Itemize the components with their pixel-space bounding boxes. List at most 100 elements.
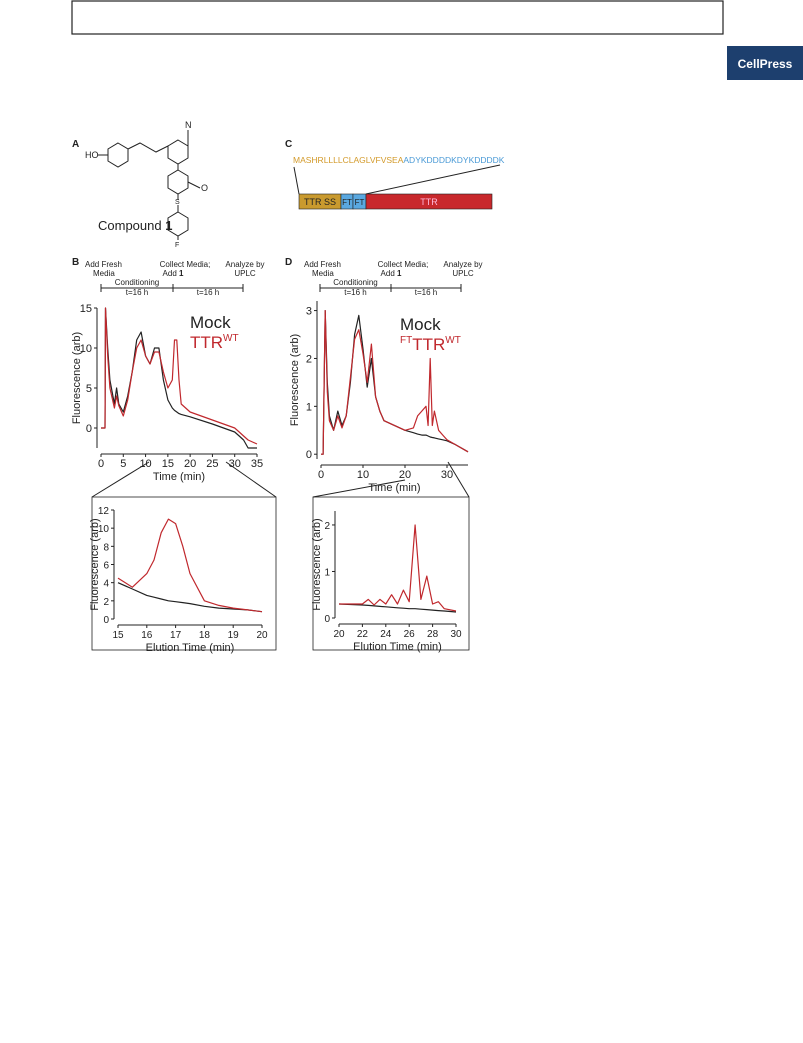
- y-tick-label: 10: [98, 524, 110, 535]
- x-tick-label: 30: [450, 629, 462, 640]
- x-tick-label: 25: [206, 458, 218, 470]
- sequence: MASHRLLLLCLAGLVFVSEAADYKDDDDKDYKDDDDK: [293, 155, 505, 165]
- y-tick-label: 0: [103, 615, 109, 626]
- x-tick-label: 20: [256, 630, 268, 641]
- panel-letter: C: [285, 139, 292, 150]
- inset-box: [91, 496, 277, 651]
- y-tick-label: 0: [324, 614, 330, 625]
- legend-name: Mock: [190, 313, 231, 332]
- x-tick-label: 30: [441, 469, 453, 481]
- series-line: [117, 582, 263, 613]
- atom: N: [185, 120, 192, 130]
- x-tick-label: 35: [251, 458, 263, 470]
- x-tick-label: 19: [228, 630, 240, 641]
- atom: F: [175, 242, 179, 249]
- timeline-text: Add Fresh: [304, 260, 341, 269]
- x-tick-label: 15: [112, 630, 124, 641]
- timeline-text: Analyze by: [225, 260, 264, 269]
- y-tick-label: 10: [80, 343, 92, 355]
- inset-box: [312, 496, 470, 651]
- y-tick-label: 1: [306, 401, 312, 413]
- x-axis-label: Time (min): [368, 482, 420, 494]
- x-tick-label: 0: [318, 469, 324, 481]
- zoom-line: [447, 461, 470, 498]
- x-tick-label: 20: [399, 469, 411, 481]
- connector: [293, 166, 300, 195]
- logo: CellPress: [738, 57, 793, 71]
- legend-name: Mock: [400, 315, 441, 334]
- x-tick-label: 26: [404, 629, 416, 640]
- panel-letter: B: [72, 257, 79, 268]
- y-tick-label: 2: [306, 353, 312, 365]
- timeline-text: UPLC: [234, 269, 256, 278]
- x-axis-label: Elution Time (min): [146, 642, 235, 654]
- segment-label: FT: [342, 198, 352, 207]
- x-tick-label: 16: [141, 630, 153, 641]
- timeline-text: t=16 h: [197, 288, 219, 297]
- zoom-line: [91, 461, 150, 498]
- series-line: [338, 603, 457, 613]
- segment-label: TTR: [420, 197, 438, 207]
- x-axis-label: Time (min): [153, 471, 205, 483]
- timeline-text: Media: [312, 269, 334, 278]
- timeline-text: 1: [179, 269, 184, 278]
- series-line: [117, 518, 263, 613]
- x-tick-label: 15: [162, 458, 174, 470]
- y-tick-label: 6: [103, 561, 109, 572]
- panel-letter: D: [285, 257, 292, 268]
- timeline-text: 1: [397, 269, 402, 278]
- x-axis-label: Elution Time (min): [353, 641, 442, 653]
- legend-entry: Mock: [190, 313, 231, 332]
- timeline-text: Add Fresh: [85, 260, 122, 269]
- series-line: [101, 307, 258, 445]
- timeline-text: t=16 h: [344, 288, 366, 297]
- timeline-text: Add 1: [163, 269, 184, 278]
- timeline-text: t=16 h: [415, 288, 437, 297]
- x-tick-label: 17: [170, 630, 182, 641]
- y-tick-label: 2: [103, 597, 109, 608]
- legend-entry: FTTTRWT: [400, 335, 461, 354]
- series-line: [321, 310, 469, 455]
- y-tick-label: 8: [103, 542, 109, 553]
- y-tick-label: 5: [86, 383, 92, 395]
- timeline-text: Add: [381, 269, 395, 278]
- panel-letter: A: [72, 139, 79, 150]
- y-tick-label: 1: [324, 567, 330, 578]
- y-tick-label: 3: [306, 306, 312, 318]
- y-axis-label: Fluorescence (arb): [71, 332, 83, 424]
- zoom-line: [312, 479, 406, 498]
- timeline-text: Add 1: [381, 269, 402, 278]
- series-line: [339, 524, 457, 612]
- legend-name: TTR: [190, 333, 223, 352]
- x-tick-label: 0: [98, 458, 104, 470]
- zoom-line: [225, 461, 277, 498]
- x-tick-label: 20: [333, 629, 345, 640]
- y-tick-label: 0: [86, 423, 92, 435]
- x-tick-label: 30: [229, 458, 241, 470]
- timeline-text: Collect Media;: [160, 260, 211, 269]
- segment-label: TTR SS: [304, 197, 336, 207]
- timeline-text: Analyze by: [443, 260, 482, 269]
- x-tick-label: 10: [357, 469, 369, 481]
- structure: [98, 130, 201, 240]
- header-box: [71, 0, 724, 35]
- legend-sup: WT: [445, 335, 461, 346]
- timeline-text: Media: [93, 269, 115, 278]
- legend-name: TTR: [412, 335, 445, 354]
- y-tick-label: 4: [103, 579, 109, 590]
- timeline-text: Conditioning: [115, 278, 159, 287]
- timeline-text: Conditioning: [333, 278, 377, 287]
- legend-entry: TTRWT: [190, 333, 239, 352]
- segment: [365, 193, 493, 210]
- y-axis-label: Fluorescence (arb): [289, 334, 301, 426]
- timeline-text: Add: [163, 269, 177, 278]
- timeline-text: UPLC: [452, 269, 474, 278]
- x-tick-label: 18: [199, 630, 211, 641]
- x-tick-label: 28: [427, 629, 439, 640]
- atom: S: [175, 199, 180, 206]
- y-axis-label: Fluorescence (arb): [311, 518, 323, 610]
- connector: [365, 164, 501, 195]
- x-tick-label: 22: [357, 629, 369, 640]
- x-tick-label: 5: [120, 458, 126, 470]
